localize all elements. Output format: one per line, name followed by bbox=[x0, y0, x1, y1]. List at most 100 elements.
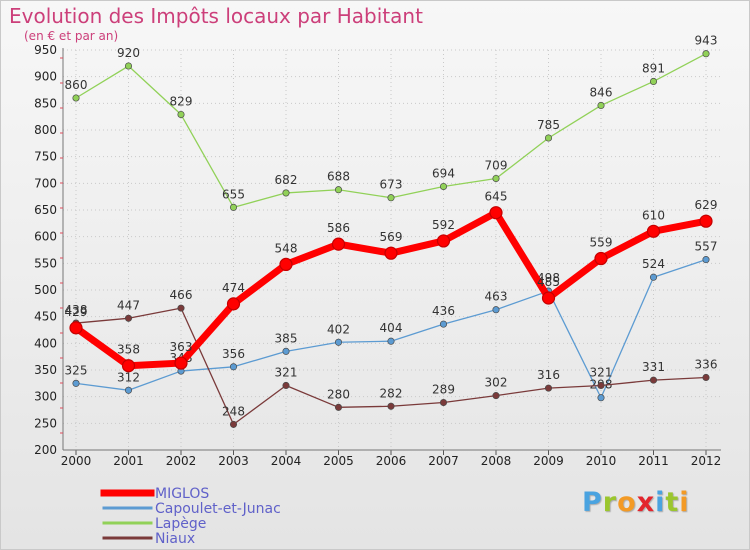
data-point bbox=[544, 384, 553, 392]
data-point bbox=[492, 392, 500, 400]
legend-label: Capoulet-et-Junac bbox=[155, 501, 281, 517]
data-label: 248 bbox=[222, 404, 245, 418]
data-point bbox=[439, 320, 448, 328]
data-label: 891 bbox=[642, 61, 665, 75]
y-tick-label: 850 bbox=[34, 96, 57, 110]
y-tick-label: 200 bbox=[34, 443, 57, 457]
data-point bbox=[492, 306, 500, 314]
data-label: 559 bbox=[590, 236, 613, 250]
data-point bbox=[646, 224, 661, 238]
logo-letter: P bbox=[582, 487, 603, 518]
data-label: 682 bbox=[275, 173, 298, 187]
data-point bbox=[702, 50, 710, 58]
legend-label: Lapège bbox=[155, 516, 206, 532]
data-point bbox=[544, 134, 553, 142]
data-label: 592 bbox=[432, 218, 455, 232]
data-point bbox=[649, 376, 658, 384]
x-tick-label: 2010 bbox=[586, 454, 617, 468]
legend-label: Niaux bbox=[155, 531, 195, 547]
data-label: 709 bbox=[485, 159, 508, 173]
y-tick-label: 250 bbox=[34, 416, 57, 430]
y-tick-label: 950 bbox=[34, 43, 57, 57]
data-label: 282 bbox=[380, 386, 403, 400]
y-tick-label: 350 bbox=[34, 363, 57, 377]
data-label: 586 bbox=[327, 221, 350, 235]
data-point bbox=[387, 337, 395, 345]
data-point bbox=[597, 394, 605, 402]
data-label: 485 bbox=[537, 275, 560, 289]
data-point bbox=[699, 214, 713, 228]
data-point bbox=[492, 174, 500, 183]
chart-subtitle: (en € et par an) bbox=[24, 29, 119, 43]
x-tick-label: 2001 bbox=[113, 454, 144, 468]
logo-letter: i bbox=[655, 487, 666, 518]
data-label: 463 bbox=[485, 290, 508, 304]
logo-letter: t bbox=[665, 487, 680, 518]
data-label: 524 bbox=[642, 257, 665, 271]
data-label: 694 bbox=[432, 167, 455, 181]
data-point bbox=[124, 386, 133, 394]
x-tick-label: 2003 bbox=[218, 454, 249, 468]
data-point bbox=[439, 182, 448, 191]
data-label: 321 bbox=[275, 365, 298, 379]
y-tick-label: 650 bbox=[34, 203, 57, 217]
data-label: 321 bbox=[590, 365, 613, 379]
data-point bbox=[334, 338, 343, 346]
data-label: 438 bbox=[65, 303, 88, 317]
logo-letter: i bbox=[679, 487, 690, 518]
data-point bbox=[72, 379, 80, 387]
data-point bbox=[229, 420, 238, 428]
data-point bbox=[331, 237, 346, 251]
data-label: 302 bbox=[485, 376, 508, 390]
data-label: 402 bbox=[327, 322, 350, 336]
y-tick-label: 900 bbox=[34, 70, 57, 84]
x-tick-label: 2000 bbox=[61, 454, 92, 468]
data-point bbox=[702, 373, 710, 382]
data-point bbox=[597, 381, 605, 390]
data-point bbox=[282, 347, 290, 355]
data-point bbox=[124, 314, 133, 322]
x-tick-label: 2004 bbox=[271, 454, 302, 468]
data-point bbox=[229, 203, 238, 211]
data-label: 316 bbox=[537, 368, 560, 382]
data-point bbox=[334, 186, 343, 194]
data-label: 358 bbox=[117, 343, 140, 357]
data-label: 363 bbox=[170, 340, 193, 354]
data-point bbox=[69, 321, 83, 335]
data-label: 548 bbox=[275, 241, 298, 255]
x-tick-label: 2007 bbox=[428, 454, 459, 468]
data-label: 673 bbox=[380, 178, 403, 192]
data-point bbox=[226, 297, 241, 311]
proxiti-logo: Proxiti bbox=[582, 487, 690, 518]
data-label: 860 bbox=[65, 78, 88, 92]
data-label: 385 bbox=[275, 331, 298, 345]
data-point bbox=[384, 246, 398, 260]
data-label: 688 bbox=[327, 170, 350, 184]
data-point bbox=[279, 257, 293, 271]
data-label: 280 bbox=[327, 387, 350, 401]
data-label: 289 bbox=[432, 383, 455, 397]
x-tick-label: 2012 bbox=[691, 454, 722, 468]
data-point bbox=[177, 304, 185, 312]
y-tick-label: 700 bbox=[34, 176, 57, 190]
data-point bbox=[282, 381, 290, 390]
data-label: 331 bbox=[642, 360, 665, 374]
data-label: 447 bbox=[117, 298, 140, 312]
x-tick-label: 2002 bbox=[166, 454, 197, 468]
data-point bbox=[649, 273, 658, 281]
data-label: 498 bbox=[537, 271, 560, 285]
data-label: 829 bbox=[170, 95, 193, 109]
data-label: 569 bbox=[380, 230, 403, 244]
data-label: 325 bbox=[65, 363, 88, 377]
x-tick-label: 2009 bbox=[533, 454, 564, 468]
y-tick-label: 400 bbox=[34, 336, 57, 350]
data-point bbox=[72, 94, 80, 102]
logo-letter: x bbox=[636, 487, 656, 518]
data-point bbox=[177, 110, 185, 119]
data-label: 785 bbox=[537, 118, 560, 132]
y-tick-label: 550 bbox=[34, 256, 57, 270]
data-label: 356 bbox=[222, 347, 245, 361]
data-label: 629 bbox=[695, 198, 718, 212]
